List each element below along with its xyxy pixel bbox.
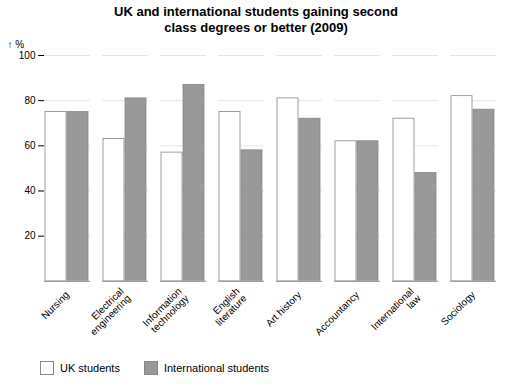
svg-text:Nursing: Nursing: [39, 289, 71, 321]
html-text:International students: International students: [163, 362, 270, 374]
svg-text:40: 40: [24, 185, 36, 196]
svg-text:Sociology: Sociology: [439, 289, 477, 327]
svg-text:Electricalengineering: Electricalengineering: [81, 286, 133, 338]
svg-text:60: 60: [24, 140, 36, 151]
svg-text:Art history: Art history: [264, 289, 304, 329]
svg-text:100: 100: [19, 50, 36, 61]
html-text:UK students: UK students: [60, 362, 120, 374]
svg-text:↑ %: ↑ %: [8, 39, 25, 50]
svg-text:80: 80: [24, 95, 36, 106]
svg-text:Englishliterature: Englishliterature: [206, 285, 249, 328]
svg-text:Informationtechnology: Informationtechnology: [140, 286, 190, 336]
html-text:UK and international students: UK and international students gaining se…: [114, 4, 398, 35]
svg-text:Accountancy: Accountancy: [313, 289, 361, 337]
svg-text:20: 20: [24, 231, 36, 242]
svg-text:Internationallaw: Internationallaw: [369, 285, 423, 339]
